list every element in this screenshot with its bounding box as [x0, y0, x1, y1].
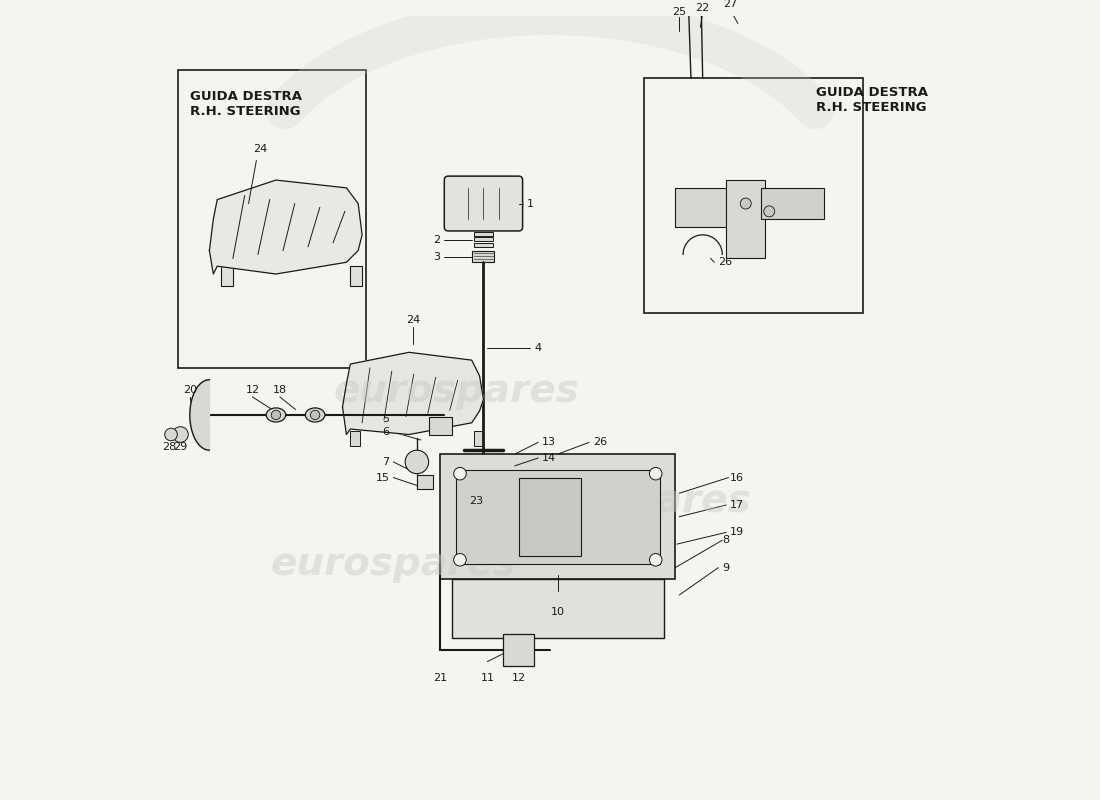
Bar [429, 418, 452, 434]
Text: 24: 24 [406, 315, 420, 325]
Text: 4: 4 [535, 343, 541, 354]
Ellipse shape [306, 408, 324, 422]
Text: 7: 7 [383, 457, 389, 467]
Polygon shape [342, 352, 483, 434]
Bar [452, 579, 663, 638]
Text: 3: 3 [433, 252, 440, 262]
Bar [178, 70, 366, 368]
Text: 20: 20 [183, 386, 197, 395]
Text: 19: 19 [730, 527, 745, 538]
Circle shape [649, 467, 662, 480]
Text: 1: 1 [527, 198, 534, 209]
Bar [644, 78, 864, 313]
Text: 15: 15 [375, 473, 389, 482]
Bar [440, 454, 675, 579]
Bar [675, 188, 738, 227]
Bar [726, 180, 766, 258]
Circle shape [310, 410, 320, 420]
Circle shape [649, 554, 662, 566]
Bar [474, 430, 483, 446]
Text: eurospares: eurospares [333, 373, 579, 410]
Bar [221, 266, 233, 286]
Circle shape [405, 450, 429, 474]
Text: 2: 2 [433, 235, 440, 246]
Circle shape [763, 206, 774, 217]
Circle shape [173, 426, 188, 442]
Ellipse shape [266, 408, 286, 422]
Text: 25: 25 [672, 6, 686, 17]
Bar [519, 478, 581, 556]
Text: GUIDA DESTRA
R.H. STEERING: GUIDA DESTRA R.H. STEERING [190, 90, 301, 118]
Text: 12: 12 [512, 674, 526, 683]
Bar [350, 430, 360, 446]
Bar [503, 634, 535, 666]
Bar [761, 188, 824, 219]
Text: 11: 11 [481, 674, 494, 683]
Text: 12: 12 [245, 386, 260, 395]
Bar [474, 242, 493, 246]
Circle shape [165, 428, 177, 441]
Text: 13: 13 [542, 438, 557, 447]
Text: 14: 14 [542, 453, 557, 463]
Text: 17: 17 [730, 500, 745, 510]
Text: 18: 18 [273, 386, 287, 395]
Text: 21: 21 [433, 674, 448, 683]
Text: 6: 6 [383, 427, 389, 437]
Text: 26: 26 [718, 258, 733, 267]
Text: 10: 10 [551, 606, 564, 617]
Polygon shape [209, 180, 362, 274]
Text: 23: 23 [470, 496, 483, 506]
Text: eurospares: eurospares [271, 545, 516, 582]
Bar [350, 266, 362, 286]
Bar [456, 470, 660, 564]
Text: 24: 24 [253, 144, 267, 154]
Text: 9: 9 [723, 562, 729, 573]
Polygon shape [190, 380, 209, 450]
Circle shape [740, 198, 751, 209]
Bar [474, 232, 493, 236]
Circle shape [272, 410, 280, 420]
FancyBboxPatch shape [444, 176, 522, 231]
Text: 27: 27 [723, 0, 737, 9]
Text: 22: 22 [695, 2, 710, 13]
Circle shape [453, 554, 466, 566]
Text: 8: 8 [723, 535, 729, 546]
Text: GUIDA DESTRA
R.H. STEERING: GUIDA DESTRA R.H. STEERING [816, 86, 928, 114]
Text: eurospares: eurospares [505, 482, 751, 520]
Text: 29: 29 [174, 442, 188, 452]
Text: 26: 26 [593, 438, 607, 447]
Bar [473, 250, 494, 262]
Circle shape [453, 467, 466, 480]
Bar [417, 475, 432, 490]
Bar [474, 238, 493, 241]
Text: 16: 16 [730, 473, 744, 482]
Text: 5: 5 [383, 414, 389, 424]
Text: 28: 28 [163, 442, 177, 452]
